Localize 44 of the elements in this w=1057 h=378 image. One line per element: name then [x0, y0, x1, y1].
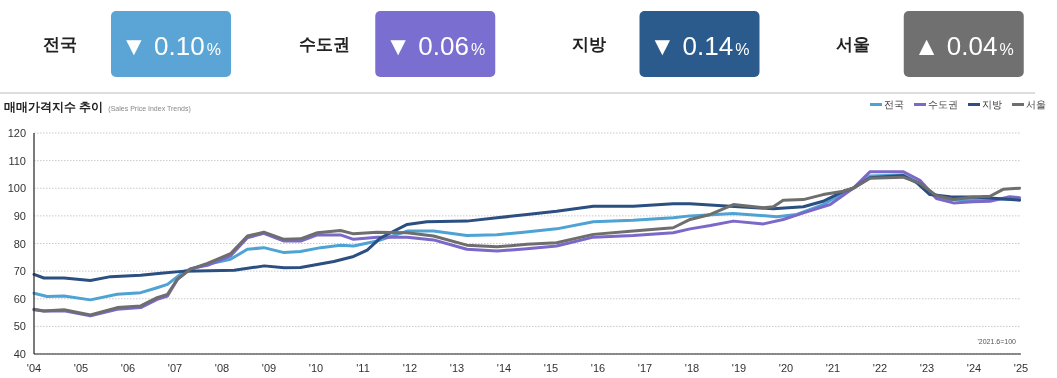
x-tick-label: '14 [496, 362, 512, 374]
x-tick-label: '22 [872, 362, 888, 374]
x-tick-label: '18 [684, 362, 700, 374]
x-tick-label: '04 [26, 362, 42, 374]
x-tick-label: '06 [120, 362, 136, 374]
category-label: 서울 [835, 35, 870, 54]
x-tick-label: '08 [214, 362, 230, 374]
x-tick-label: '16 [590, 362, 606, 374]
x-tick-label: '21 [825, 362, 841, 374]
y-tick-label: 100 [7, 182, 26, 195]
y-tick-label: 70 [13, 265, 26, 278]
y-tick-label: 40 [13, 348, 26, 360]
category-label: 지방 [571, 35, 606, 54]
y-tick-label: 90 [13, 209, 26, 222]
x-tick-label: '10 [308, 362, 324, 374]
y-tick-label: 110 [8, 154, 26, 167]
text: ▼ 0.10% [121, 31, 221, 61]
legend-label: 전국 [884, 99, 904, 110]
y-tick-label: 50 [13, 320, 26, 333]
x-tick-label: '24 [966, 362, 982, 374]
category-label: 수도권 [298, 35, 350, 54]
legend-label: 지방 [982, 99, 1002, 110]
x-tick-label: '12 [402, 362, 418, 374]
x-tick-label: '23 [919, 362, 935, 374]
x-tick-label: '07 [167, 362, 183, 374]
x-tick-label: '19 [731, 362, 747, 374]
y-tick-label: 60 [13, 292, 26, 305]
x-tick-label: '05 [73, 362, 89, 374]
x-tick-label: '17 [637, 362, 653, 374]
x-tick-label: '25 [1013, 362, 1029, 374]
y-tick-label: 120 [7, 127, 26, 139]
legend-label: 서울 [1026, 99, 1046, 110]
text: ▼ 0.14% [649, 31, 750, 61]
x-tick-label: '09 [261, 362, 277, 374]
text: ▲ 0.04% [913, 31, 1014, 61]
x-tick-label: '20 [778, 362, 794, 374]
x-tick-label: '11 [356, 362, 370, 374]
x-tick-label: '15 [543, 362, 559, 374]
chart-title: 매매가격지수 추이 [4, 100, 104, 114]
x-tick-label: '13 [449, 362, 465, 374]
text: ▼ 0.06% [385, 31, 486, 61]
y-tick-label: 80 [13, 237, 26, 250]
category-label: 전국 [43, 35, 77, 54]
legend-label: 수도권 [928, 99, 958, 110]
